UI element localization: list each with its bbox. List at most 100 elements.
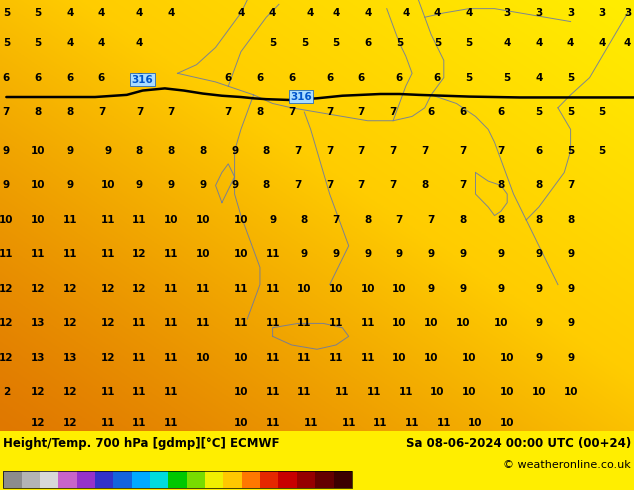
- Text: 6: 6: [224, 73, 232, 83]
- Text: 11: 11: [437, 417, 451, 428]
- Text: 8: 8: [364, 215, 372, 225]
- Text: 11: 11: [367, 388, 381, 397]
- Text: 10: 10: [196, 353, 210, 363]
- Text: 9: 9: [427, 284, 435, 294]
- Text: 4: 4: [402, 8, 410, 18]
- Text: 3: 3: [624, 8, 631, 18]
- Text: 7: 7: [459, 146, 467, 156]
- Text: 10: 10: [462, 353, 476, 363]
- Text: 4: 4: [567, 38, 574, 48]
- Text: 4: 4: [364, 8, 372, 18]
- Bar: [40, 471, 58, 488]
- Text: 10: 10: [234, 249, 248, 259]
- Text: 7: 7: [396, 215, 403, 225]
- Text: 11: 11: [361, 318, 375, 328]
- Text: Height/Temp. 700 hPa [gdmp][°C] ECMWF: Height/Temp. 700 hPa [gdmp][°C] ECMWF: [3, 437, 280, 450]
- Text: 10: 10: [392, 318, 406, 328]
- Text: 9: 9: [167, 180, 175, 191]
- Text: 10: 10: [456, 318, 470, 328]
- Bar: [58, 471, 77, 488]
- Text: 10: 10: [234, 353, 248, 363]
- Text: 4: 4: [269, 8, 276, 18]
- Text: 5: 5: [3, 8, 10, 18]
- Text: 4: 4: [535, 38, 543, 48]
- Text: 9: 9: [332, 249, 340, 259]
- Text: 13: 13: [31, 353, 45, 363]
- Text: 6: 6: [497, 107, 505, 117]
- Text: 12: 12: [63, 318, 77, 328]
- Text: 7: 7: [294, 146, 302, 156]
- Text: 10: 10: [430, 388, 444, 397]
- Text: 11: 11: [361, 353, 375, 363]
- Text: 5: 5: [34, 8, 42, 18]
- Text: 3: 3: [598, 8, 606, 18]
- Text: 5: 5: [34, 38, 42, 48]
- Text: 4: 4: [98, 8, 105, 18]
- Text: 5: 5: [567, 73, 574, 83]
- Bar: [297, 471, 315, 488]
- Text: 9: 9: [231, 146, 238, 156]
- Text: 10: 10: [500, 388, 514, 397]
- Text: 13: 13: [31, 318, 45, 328]
- Text: 8: 8: [262, 146, 270, 156]
- Text: 8: 8: [497, 215, 505, 225]
- Bar: [223, 471, 242, 488]
- Text: 10: 10: [500, 353, 514, 363]
- Text: 12: 12: [101, 353, 115, 363]
- Text: 5: 5: [434, 38, 441, 48]
- Text: 5: 5: [503, 73, 511, 83]
- Text: 10: 10: [361, 284, 375, 294]
- Text: 9: 9: [567, 353, 574, 363]
- Text: 11: 11: [234, 284, 248, 294]
- Bar: [186, 471, 205, 488]
- Text: 10: 10: [234, 417, 248, 428]
- Bar: [3, 471, 352, 488]
- Text: 11: 11: [297, 353, 311, 363]
- Text: 10: 10: [31, 146, 45, 156]
- Text: 9: 9: [104, 146, 112, 156]
- Text: 11: 11: [342, 417, 356, 428]
- Text: 10: 10: [424, 318, 438, 328]
- Text: 7: 7: [389, 180, 397, 191]
- Text: 7: 7: [567, 180, 574, 191]
- Text: 8: 8: [421, 180, 429, 191]
- Bar: [132, 471, 150, 488]
- Text: 8: 8: [567, 215, 574, 225]
- Text: 11: 11: [101, 215, 115, 225]
- Text: 3: 3: [567, 8, 574, 18]
- Text: 7: 7: [326, 107, 333, 117]
- Text: 9: 9: [427, 249, 435, 259]
- Bar: [22, 471, 40, 488]
- Text: 11: 11: [63, 215, 77, 225]
- Text: 9: 9: [231, 180, 238, 191]
- Text: 11: 11: [133, 215, 146, 225]
- Text: 12: 12: [31, 284, 45, 294]
- Text: 11: 11: [405, 417, 419, 428]
- Text: 10: 10: [462, 388, 476, 397]
- Text: 7: 7: [326, 146, 333, 156]
- Text: 2: 2: [3, 388, 10, 397]
- Text: 7: 7: [459, 180, 467, 191]
- Text: 4: 4: [598, 38, 606, 48]
- Text: 11: 11: [196, 318, 210, 328]
- Text: 5: 5: [465, 38, 473, 48]
- Text: 10: 10: [424, 353, 438, 363]
- Text: 10: 10: [31, 215, 45, 225]
- Text: 3: 3: [535, 8, 543, 18]
- Text: 10: 10: [164, 215, 178, 225]
- Text: 9: 9: [364, 249, 372, 259]
- Text: 4: 4: [66, 8, 74, 18]
- Text: 4: 4: [503, 38, 511, 48]
- Text: 11: 11: [133, 388, 146, 397]
- Text: 6: 6: [34, 73, 42, 83]
- Text: 7: 7: [421, 146, 429, 156]
- Text: 316: 316: [290, 92, 312, 101]
- Text: Sa 08-06-2024 00:00 UTC (00+24): Sa 08-06-2024 00:00 UTC (00+24): [406, 437, 631, 450]
- Text: 9: 9: [497, 249, 505, 259]
- Text: 5: 5: [598, 146, 606, 156]
- Text: 8: 8: [256, 107, 264, 117]
- Text: 5: 5: [465, 73, 473, 83]
- Text: 6: 6: [427, 107, 435, 117]
- Text: 12: 12: [31, 417, 45, 428]
- Text: 9: 9: [459, 249, 467, 259]
